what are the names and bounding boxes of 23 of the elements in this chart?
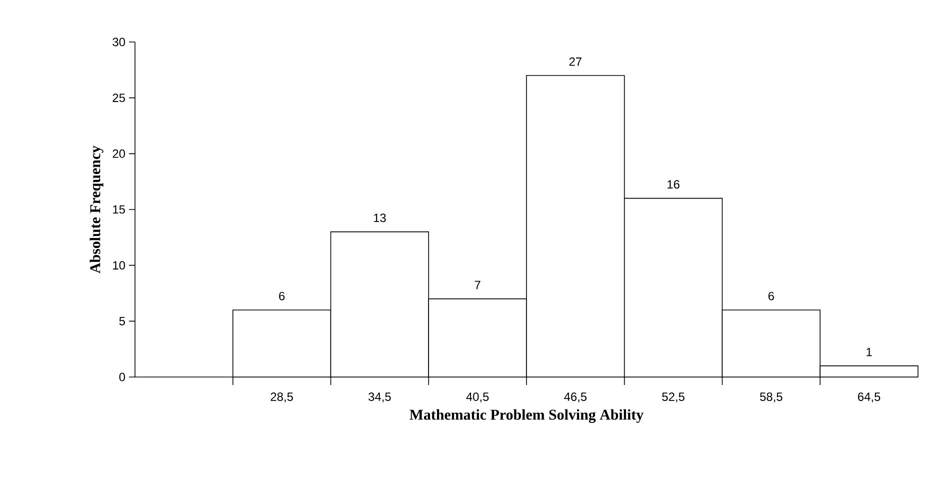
data-label: 27: [569, 57, 582, 66]
x-tick-label: 64,5: [858, 392, 880, 402]
x-tick-label: 28,5: [270, 392, 293, 402]
data-label: 6: [768, 292, 774, 300]
data-label: 13: [374, 214, 386, 222]
y-tick-label: 30: [112, 38, 126, 46]
y-tick-label: 0: [119, 372, 126, 382]
x-tick-label: 40,5: [466, 392, 489, 402]
data-label: 1: [866, 348, 872, 356]
x-tick-label: 52,5: [662, 392, 684, 402]
data-label: 6: [279, 292, 285, 300]
data-label: 16: [668, 180, 680, 189]
y-tick-label: 10: [113, 261, 126, 270]
x-tick-label: 34,5: [368, 392, 391, 402]
data-label: 7: [474, 280, 480, 290]
y-tick-label: 25: [112, 94, 125, 102]
y-axis-title: Absolute Frequency: [90, 146, 104, 274]
y-tick-label: 5: [119, 317, 125, 326]
x-axis-title: Mathematic Problem Solving Ability: [410, 409, 644, 423]
y-tick-label: 15: [113, 205, 125, 214]
x-tick-label: 58,5: [760, 392, 782, 402]
x-tick-label: 46,5: [564, 392, 587, 402]
y-tick-label: 20: [112, 149, 126, 158]
